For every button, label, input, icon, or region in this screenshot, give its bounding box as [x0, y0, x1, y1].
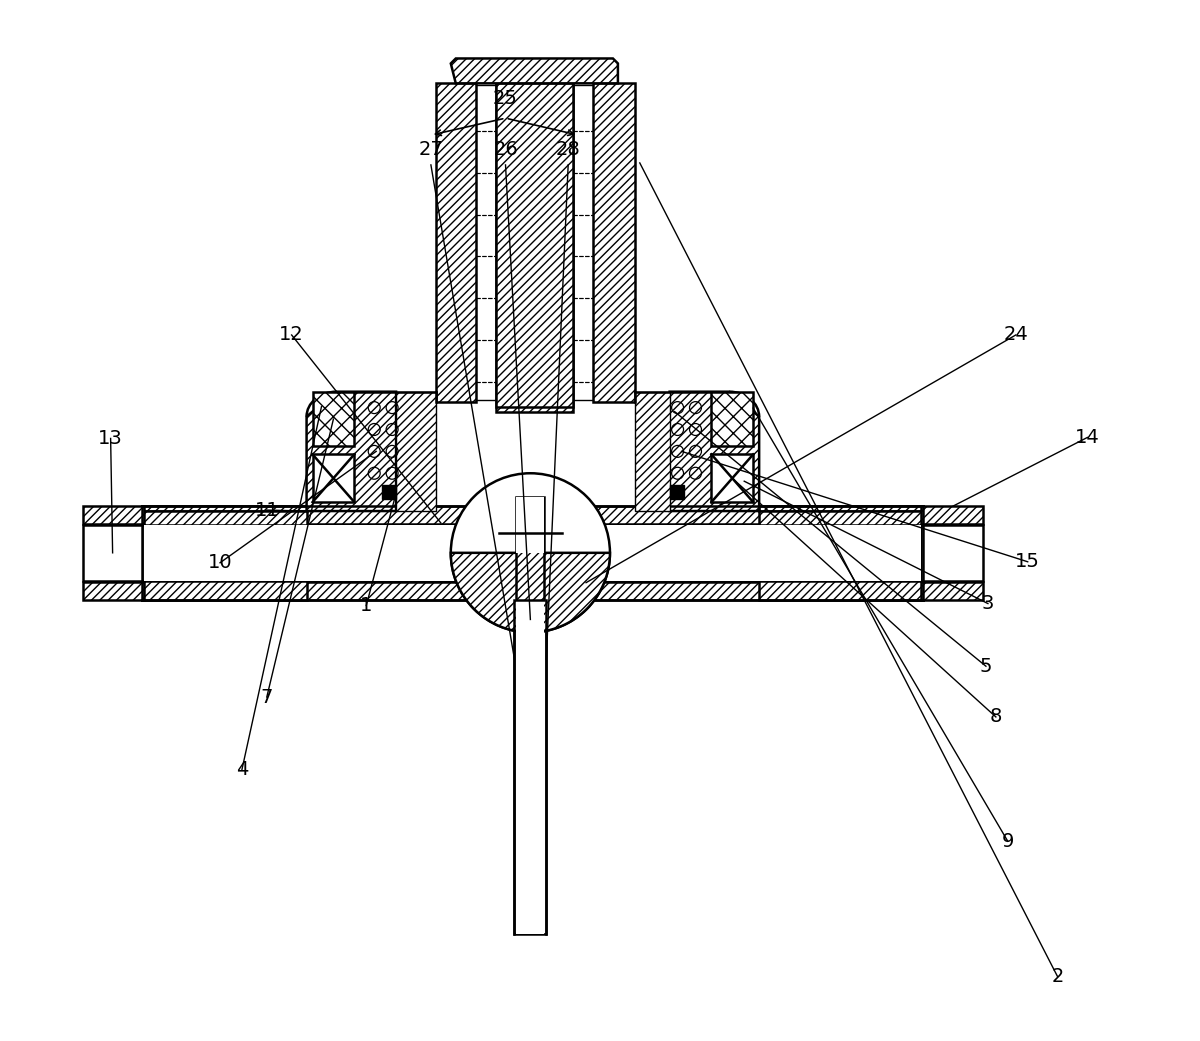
- Circle shape: [451, 474, 610, 632]
- Text: 3: 3: [982, 594, 994, 613]
- Polygon shape: [143, 511, 306, 600]
- Bar: [922, 582, 983, 600]
- Text: 28: 28: [556, 141, 581, 159]
- Text: 25: 25: [493, 88, 518, 108]
- Text: 1: 1: [360, 596, 372, 615]
- Text: 4: 4: [235, 760, 248, 779]
- Bar: [475, 83, 593, 402]
- Bar: [635, 391, 670, 511]
- Bar: [712, 391, 754, 447]
- Bar: [312, 454, 354, 502]
- Polygon shape: [306, 391, 396, 511]
- Text: 14: 14: [1075, 428, 1099, 447]
- Polygon shape: [143, 506, 306, 511]
- Polygon shape: [451, 553, 610, 632]
- Text: 10: 10: [208, 553, 233, 573]
- Text: 27: 27: [419, 141, 443, 159]
- Bar: [515, 600, 546, 934]
- Bar: [396, 391, 436, 511]
- Text: 5: 5: [979, 657, 992, 676]
- Bar: [83, 582, 144, 600]
- Text: 13: 13: [98, 429, 124, 448]
- Bar: [382, 485, 396, 499]
- Polygon shape: [760, 506, 923, 511]
- Polygon shape: [670, 391, 760, 511]
- Text: 12: 12: [280, 326, 304, 345]
- Bar: [593, 83, 635, 402]
- Bar: [496, 83, 574, 407]
- Polygon shape: [760, 511, 923, 600]
- Text: 15: 15: [1015, 553, 1040, 572]
- Text: 11: 11: [254, 501, 280, 519]
- Bar: [143, 582, 923, 600]
- Bar: [83, 506, 144, 524]
- Bar: [922, 506, 983, 524]
- Text: 24: 24: [1003, 326, 1028, 345]
- Bar: [436, 83, 475, 402]
- Bar: [712, 454, 754, 502]
- Bar: [516, 600, 545, 934]
- Bar: [83, 525, 144, 581]
- Text: 2: 2: [1051, 967, 1063, 986]
- Text: 7: 7: [260, 687, 272, 707]
- Polygon shape: [451, 58, 618, 83]
- Bar: [922, 525, 983, 581]
- Text: 26: 26: [493, 141, 518, 159]
- Bar: [144, 525, 922, 581]
- Bar: [516, 498, 545, 553]
- Bar: [143, 506, 923, 524]
- Text: 9: 9: [1002, 832, 1014, 850]
- Bar: [496, 83, 574, 411]
- Bar: [516, 498, 545, 600]
- Bar: [312, 391, 354, 447]
- Bar: [670, 485, 684, 499]
- Text: 8: 8: [990, 708, 1002, 727]
